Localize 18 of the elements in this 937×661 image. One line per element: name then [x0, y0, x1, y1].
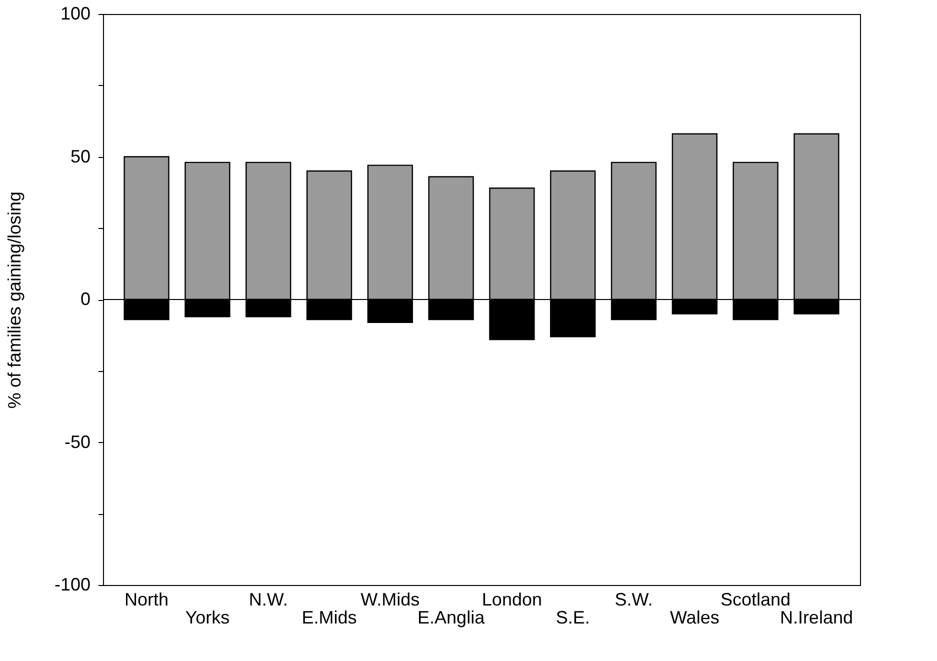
- x-tick-label: N.Ireland: [780, 608, 853, 628]
- x-tick-label: North: [124, 590, 169, 610]
- y-axis-title: % of families gaining/losing: [4, 191, 24, 409]
- y-tick-label: 0: [80, 289, 90, 309]
- y-tick-label: 50: [70, 146, 90, 166]
- y-tick-label: 100: [60, 4, 90, 24]
- x-tick-label: W.Mids: [360, 590, 420, 610]
- x-tick-label: Wales: [670, 608, 720, 628]
- x-tick-label: S.W.: [614, 590, 653, 610]
- y-tick-label: -50: [64, 432, 90, 452]
- x-tick-label: E.Anglia: [418, 608, 486, 628]
- y-tick-label: -100: [54, 574, 90, 594]
- x-tick-label: S.E.: [556, 608, 590, 628]
- x-tick-label: E.Mids: [302, 608, 357, 628]
- x-tick-label: Scotland: [720, 590, 791, 610]
- x-tick-label: Yorks: [185, 608, 230, 628]
- x-tick-label: London: [482, 590, 542, 610]
- x-tick-label: N.W.: [248, 590, 288, 610]
